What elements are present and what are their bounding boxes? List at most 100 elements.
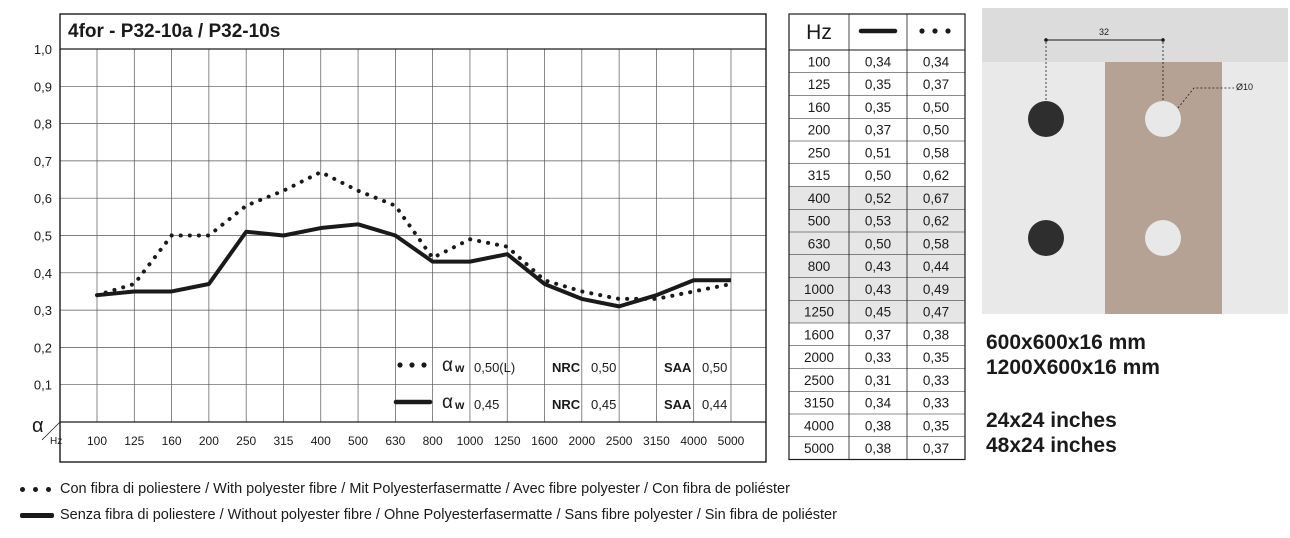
chart-grid <box>41 13 767 463</box>
table-cell: 0,58 <box>923 145 949 160</box>
x-tick-label: 400 <box>311 434 331 448</box>
y-tick-label: 0,7 <box>34 154 52 169</box>
hole-dark-top <box>1028 101 1064 137</box>
footnote-dotted-text: Con fibra di poliestere / With polyester… <box>60 481 790 497</box>
table-cell: 0,33 <box>923 373 949 388</box>
footnotes: Con fibra di poliestere / With polyester… <box>20 476 837 528</box>
table-cell: 0,67 <box>923 191 949 206</box>
x-tick-label: 2500 <box>606 434 633 448</box>
x-tick-label: 500 <box>348 434 368 448</box>
x-tick-label: 4000 <box>680 434 707 448</box>
table-cell: 315 <box>808 168 831 183</box>
legend-dotted-icon <box>409 362 415 368</box>
corner-diagonal <box>41 421 61 441</box>
table-row-highlight <box>789 277 965 301</box>
table-cell: 160 <box>808 100 831 115</box>
table-cell: 0,38 <box>923 327 949 342</box>
table-cell: 1600 <box>804 327 834 342</box>
table-cell: 0,43 <box>865 259 891 274</box>
hole-dark-bottom <box>1028 220 1064 256</box>
table-cell: 1250 <box>804 305 834 320</box>
perforation-diagram: 32 Ø10 <box>982 8 1288 314</box>
table-cell: 0,50 <box>865 236 891 251</box>
legend-alpha-label: α <box>442 355 453 376</box>
y-tick-label: 0,5 <box>34 229 52 244</box>
size-metric-2: 1200X600x16 mm <box>986 356 1160 379</box>
y-tick-label: 0,9 <box>34 79 52 94</box>
y-tick-label: 0,2 <box>34 340 52 355</box>
table-cell: 0,37 <box>923 441 949 456</box>
size-metric-1: 600x600x16 mm <box>986 331 1146 354</box>
x-tick-label: 5000 <box>718 434 745 448</box>
table-cell: 0,50 <box>923 123 949 138</box>
table-cell: 2000 <box>804 350 834 365</box>
x-tick-label: 1000 <box>457 434 484 448</box>
table-cell: 0,34 <box>865 396 892 411</box>
hole-label: Ø10 <box>1236 82 1253 92</box>
legend-saa-label: SAA <box>664 397 692 412</box>
hole-leader <box>1177 87 1234 109</box>
table-cell: 125 <box>808 77 831 92</box>
table-cell: 0,50 <box>923 100 949 115</box>
table-row-highlight <box>789 209 965 232</box>
y-tick-label: 0,1 <box>34 378 52 393</box>
x-tick-label: 1250 <box>494 434 521 448</box>
table-cell: 800 <box>808 259 831 274</box>
legend-dotted-icon <box>397 362 403 368</box>
table-cell: 0,53 <box>865 214 891 229</box>
table-cell: 0,38 <box>865 441 891 456</box>
x-tick-label: 2000 <box>568 434 595 448</box>
table-cell: 400 <box>808 191 831 206</box>
table-cell: 0,35 <box>865 77 891 92</box>
table-header-hz: Hz <box>806 21 832 44</box>
legend-saa-value: 0,44 <box>702 397 727 412</box>
footnote-solid-text: Senza fibra di poliestere / Without poly… <box>60 507 837 523</box>
table-cell: 0,44 <box>923 259 950 274</box>
table-cell: 250 <box>808 145 831 160</box>
table-cell: 0,37 <box>865 327 891 342</box>
table-cell: 0,38 <box>865 418 891 433</box>
panel-sizes: 600x600x16 mm 1200X600x16 mm 24x24 inche… <box>986 330 1160 458</box>
table-frame <box>788 13 966 461</box>
chart-title: 4for - P32-10a / P32-10s <box>68 21 280 42</box>
table-cell: 0,58 <box>923 236 949 251</box>
footnote-dotted: Con fibra di poliestere / With polyester… <box>20 476 837 502</box>
solid-line-icon <box>20 512 54 518</box>
table-cell: 4000 <box>804 418 834 433</box>
legend-nrc-value: 0,45 <box>591 397 616 412</box>
y-tick-label: 0,4 <box>34 266 52 281</box>
dimension-label: 32 <box>1099 27 1109 37</box>
legend-nrc-label: NRC <box>552 360 581 375</box>
x-tick-label: 250 <box>236 434 256 448</box>
table-header-dotted-icon <box>945 28 951 34</box>
table-cell: 0,31 <box>865 373 891 388</box>
legend-alpha-value: 0,45 <box>474 397 499 412</box>
table-cell: 3150 <box>804 396 834 411</box>
table-cell: 0,34 <box>865 54 892 69</box>
legend-dotted-icon <box>421 362 427 368</box>
table-cell: 630 <box>808 236 831 251</box>
table-header-dotted-icon <box>932 28 938 34</box>
table-cell: 0,47 <box>923 305 949 320</box>
legend-alpha-label: α <box>442 392 453 413</box>
table-cell: 0,34 <box>923 54 950 69</box>
hole-light-bottom <box>1145 220 1181 256</box>
diagram-panel <box>1105 62 1222 314</box>
x-tick-label: 200 <box>199 434 219 448</box>
y-tick-label: 0,8 <box>34 117 52 132</box>
table-cell: 0,43 <box>865 282 891 297</box>
table-row-highlight <box>789 300 965 323</box>
legend-saa-value: 0,50 <box>702 360 727 375</box>
x-tick-label: 630 <box>385 434 405 448</box>
x-tick-label: 160 <box>162 434 182 448</box>
x-tick-label: 100 <box>87 434 107 448</box>
table-cell: 0,35 <box>865 100 891 115</box>
size-imperial-1: 24x24 inches <box>986 409 1117 432</box>
x-tick-label: 315 <box>273 434 293 448</box>
dimension-endpoint-left <box>1044 38 1048 42</box>
y-axis-label: α <box>32 415 44 437</box>
table-cell: 0,33 <box>923 396 949 411</box>
table-cell: 0,45 <box>865 305 891 320</box>
size-imperial-2: 48x24 inches <box>986 434 1117 457</box>
series-solid-line <box>96 222 731 309</box>
